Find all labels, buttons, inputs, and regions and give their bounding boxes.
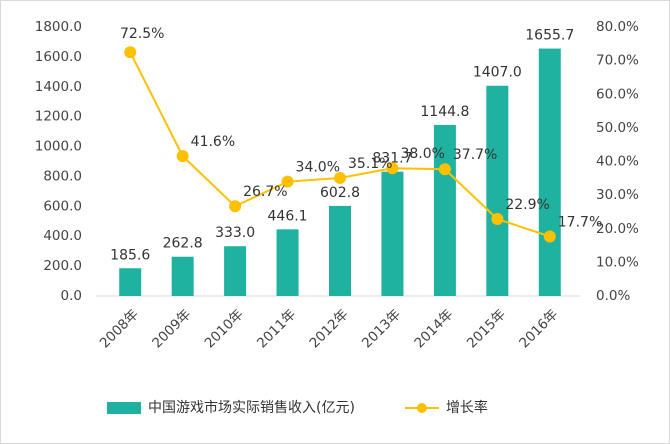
bar bbox=[381, 171, 404, 296]
y-tick-label: 1400.0 bbox=[35, 79, 82, 95]
y2-tick-label: 30.0% bbox=[596, 187, 639, 203]
line-value-label: 22.9% bbox=[505, 197, 549, 213]
line-value-label: 72.5% bbox=[120, 26, 164, 42]
line-marker bbox=[176, 150, 189, 163]
bar-value-label: 602.8 bbox=[320, 185, 360, 201]
line-marker bbox=[229, 200, 242, 213]
bar-value-label: 1407.0 bbox=[473, 65, 522, 81]
bar-value-label: 262.8 bbox=[163, 236, 203, 252]
line-value-label: 35.1% bbox=[348, 156, 392, 172]
y2-tick-label: 70.0% bbox=[596, 53, 639, 69]
bar bbox=[329, 205, 351, 296]
line-marker bbox=[124, 46, 137, 59]
y-tick-label: 1800.0 bbox=[35, 19, 82, 35]
bar-value-label: 446.1 bbox=[268, 208, 308, 224]
line-value-label: 17.7% bbox=[558, 214, 602, 230]
legend-label: 增长率 bbox=[446, 399, 488, 416]
bar-value-label: 1144.8 bbox=[420, 104, 469, 120]
y2-tick-label: 0.0% bbox=[596, 288, 630, 304]
line-value-label: 26.7% bbox=[243, 184, 287, 200]
y2-tick-label: 10.0% bbox=[596, 254, 639, 270]
bar bbox=[276, 229, 299, 296]
line-marker bbox=[491, 212, 504, 225]
y2-tick-label: 80.0% bbox=[596, 19, 639, 35]
bar bbox=[224, 246, 247, 296]
y2-tick-label: 40.0% bbox=[596, 154, 639, 170]
line-marker bbox=[543, 230, 556, 243]
line-marker bbox=[438, 163, 451, 176]
line-value-label: 38.0% bbox=[400, 146, 444, 162]
bar bbox=[538, 48, 561, 296]
y-tick-label: 400.0 bbox=[43, 228, 82, 244]
line-value-label: 34.0% bbox=[296, 160, 340, 176]
legend-label: 中国游戏市场实际销售收入(亿元) bbox=[148, 399, 355, 416]
y-tick-label: 1600.0 bbox=[35, 49, 82, 65]
y-tick-label: 1000.0 bbox=[35, 139, 82, 155]
line-marker bbox=[386, 162, 399, 175]
line-marker bbox=[281, 175, 294, 188]
bar-value-label: 1655.7 bbox=[525, 28, 574, 44]
y2-tick-label: 20.0% bbox=[596, 221, 639, 237]
y-tick-label: 200.0 bbox=[43, 258, 82, 274]
legend-swatch-marker bbox=[416, 403, 427, 413]
y2-tick-label: 50.0% bbox=[596, 120, 639, 136]
bar bbox=[171, 256, 194, 296]
y2-tick-label: 60.0% bbox=[596, 86, 639, 102]
bar-value-label: 831.7 bbox=[372, 151, 412, 167]
bar bbox=[486, 85, 509, 297]
y-tick-label: 600.0 bbox=[43, 198, 82, 214]
y-tick-label: 1200.0 bbox=[35, 109, 82, 125]
y-tick-label: 0.0 bbox=[61, 288, 82, 304]
bar-value-label: 185.6 bbox=[110, 247, 150, 263]
y-tick-label: 800.0 bbox=[43, 168, 82, 184]
bar-value-label: 333.0 bbox=[215, 225, 255, 241]
line-marker bbox=[334, 171, 346, 184]
line-value-label: 37.7% bbox=[453, 147, 497, 163]
line-value-label: 41.6% bbox=[191, 134, 235, 150]
bar bbox=[119, 268, 142, 296]
legend-swatch bbox=[107, 402, 141, 414]
